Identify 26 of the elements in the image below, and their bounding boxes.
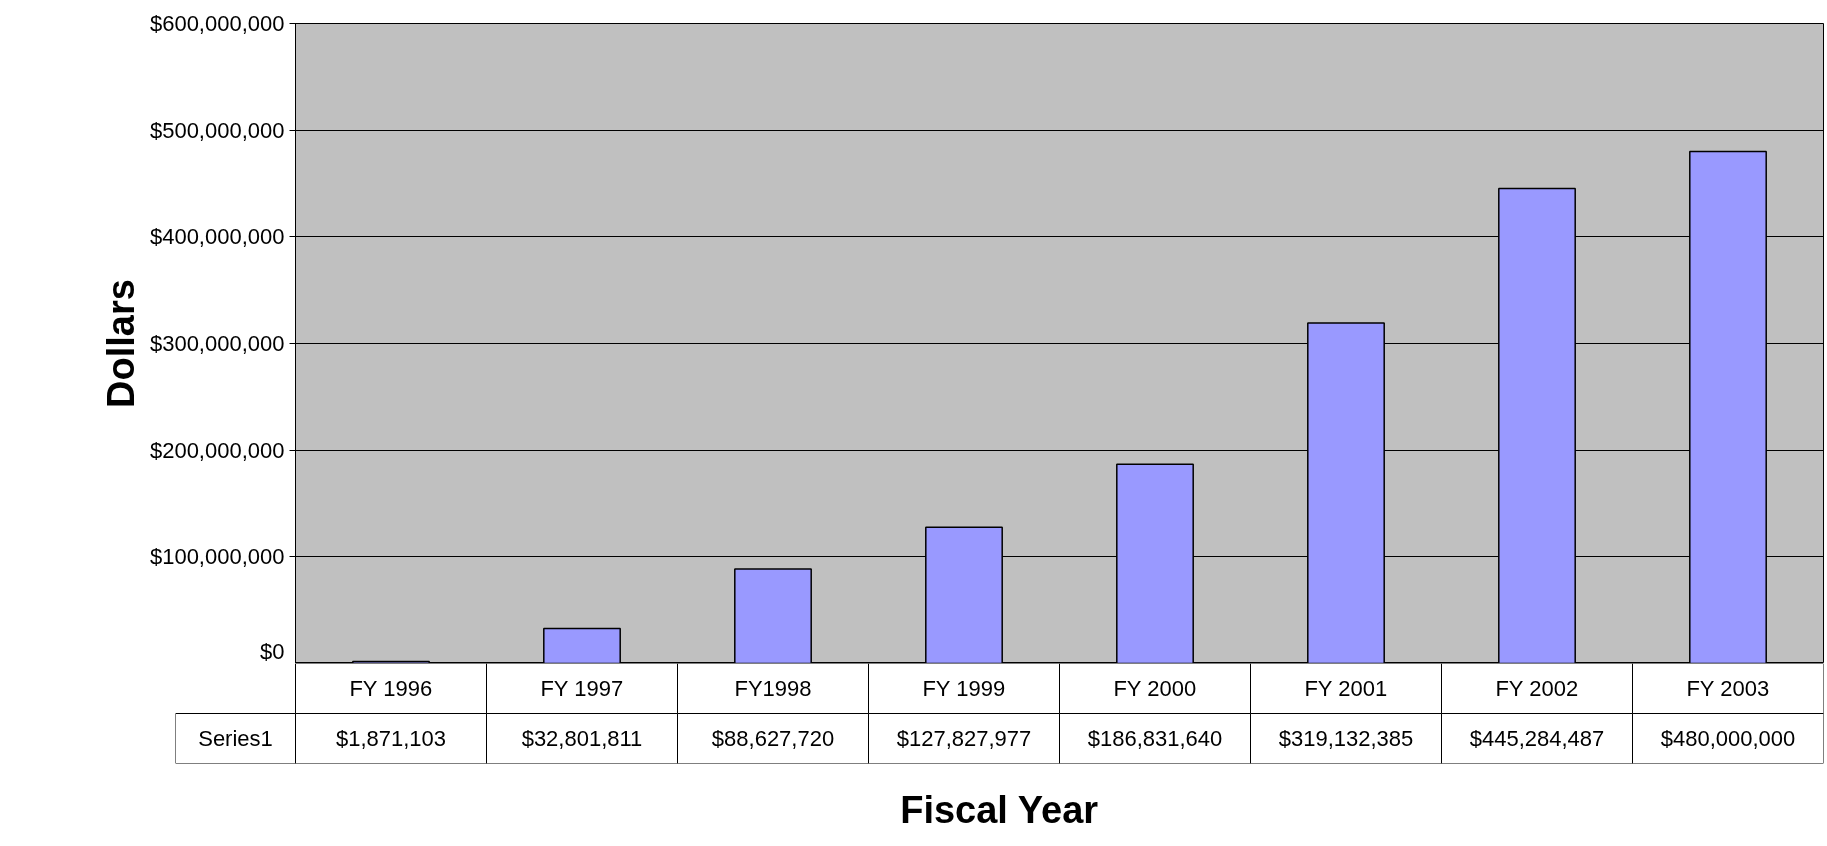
x-tick-label: FY1998 [734,676,812,701]
data-label: $445,284,487 [1469,726,1605,751]
x-tick-label: FY 2002 [1495,676,1579,701]
x-axis-title: Fiscal Year [900,788,1099,831]
x-tick-label: FY 2000 [1113,676,1197,701]
y-tick-label: $300,000,000 [149,331,285,356]
y-tick-label: $500,000,000 [149,117,285,143]
data-label: $32,801,811 [521,726,643,751]
y-tick-label: $200,000,000 [149,437,285,463]
data-label: $88,627,720 [711,726,835,751]
x-tick-label: FY 2003 [1686,676,1770,701]
data-label: $186,831,640 [1087,726,1223,751]
y-tick-label: $100,000,000 [149,544,285,570]
data-label: $480,000,000 [1660,726,1796,751]
x-tick-label: FY 1996 [349,676,433,701]
data-label: $319,132,385 [1278,726,1414,751]
y-tick-label: $600,000,000 [149,11,285,36]
y-tick-label: $400,000,000 [149,224,285,250]
y-tick-label: $0 [260,638,285,664]
text: Series1 [198,726,273,751]
x-tick-label: FY 1997 [540,676,624,701]
y-axis-title: Dollars [99,279,142,408]
data-label: $127,827,977 [896,726,1032,751]
x-tick-label: FY 2001 [1304,676,1388,701]
x-tick-label: FY 1999 [922,676,1006,701]
data-label: $1,871,103 [335,726,447,751]
